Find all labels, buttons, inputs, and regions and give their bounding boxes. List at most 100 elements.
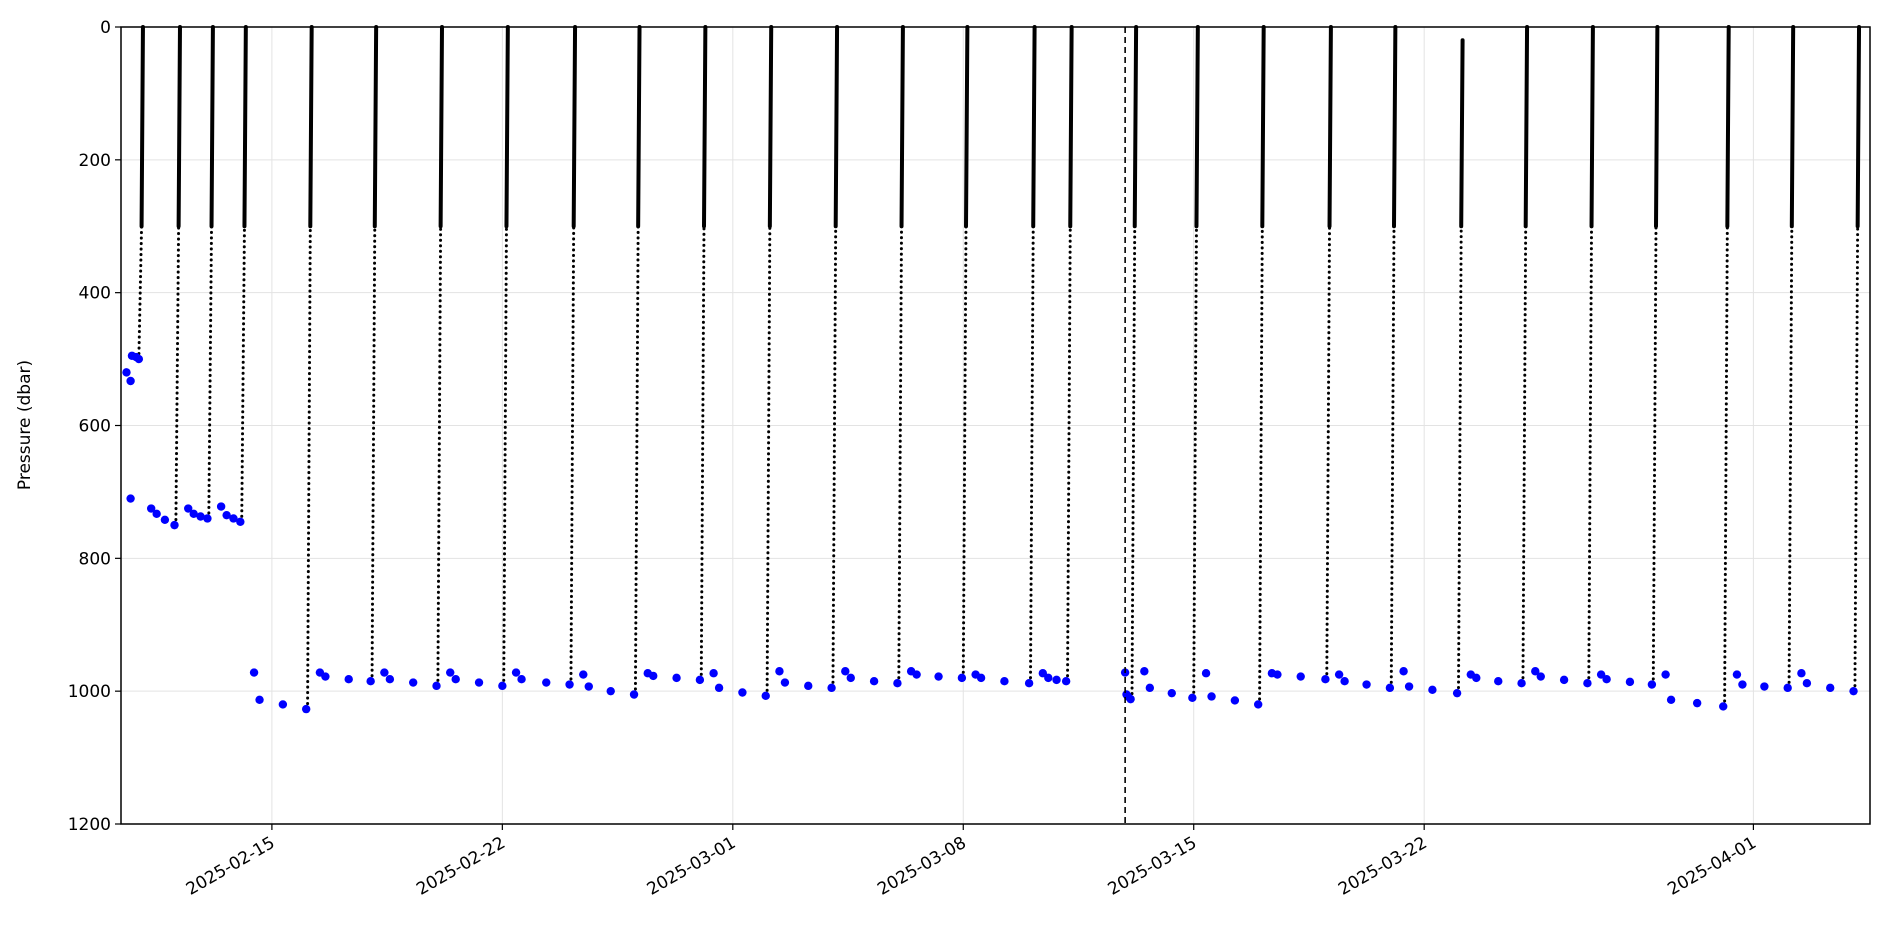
profile-segment (502, 224, 508, 688)
park-point (474, 678, 484, 687)
profile-segment (1855, 25, 1862, 229)
park-point (761, 691, 770, 701)
park-point (869, 677, 879, 686)
park-point (1052, 675, 1061, 685)
park-point (672, 673, 681, 683)
park-point (893, 678, 902, 688)
x-tick-label: 2025-03-15 (1105, 833, 1201, 900)
park-point (152, 509, 161, 519)
profile-segment (1327, 25, 1333, 229)
park-point (976, 673, 986, 683)
profile-segment (964, 25, 970, 229)
park-point (1126, 694, 1135, 704)
profile-segment (1194, 25, 1200, 229)
profile-segment (1723, 224, 1729, 708)
profile-segment (1587, 224, 1594, 685)
park-point (649, 671, 658, 681)
park-point (1230, 696, 1240, 705)
park-point (912, 670, 921, 679)
park-point (1044, 673, 1053, 683)
park-point (344, 675, 353, 684)
profile-segment (961, 224, 968, 680)
park-point (1253, 700, 1263, 709)
profile-segment (569, 224, 576, 687)
profile-segment (1787, 224, 1794, 690)
profile-segment (1853, 224, 1860, 693)
profile-segment (176, 25, 182, 229)
profile-segment (833, 25, 840, 229)
park-point (170, 520, 179, 530)
profile-segment (1589, 25, 1595, 229)
park-point (1559, 675, 1569, 685)
park-point (229, 514, 238, 523)
profile-segment (240, 224, 246, 524)
park-point (1797, 669, 1806, 678)
park-point (1625, 677, 1635, 687)
park-point (709, 669, 718, 678)
park-point (1826, 683, 1835, 693)
park-point (146, 504, 156, 513)
park-point (196, 512, 205, 521)
park-point (579, 670, 588, 679)
park-point (517, 675, 526, 684)
profile-segment (1028, 224, 1035, 685)
park-point (301, 704, 311, 714)
park-point (236, 517, 245, 527)
park-point (827, 683, 836, 693)
park-point (222, 510, 231, 520)
y-axis-label: Pressure (dbar) (15, 360, 35, 490)
park-point (565, 680, 574, 689)
park-point (1692, 698, 1702, 708)
profile-segment (137, 224, 144, 361)
profile-segment (702, 25, 708, 229)
profile-segment (1651, 224, 1658, 687)
park-point (714, 683, 724, 693)
park-point (1321, 675, 1330, 684)
park-point (1760, 682, 1769, 691)
profile-segment (636, 25, 642, 229)
profile-segment (1521, 224, 1528, 685)
y-tick-label: 800 (79, 549, 111, 569)
park-point (1583, 678, 1592, 688)
profile-segment (242, 25, 248, 229)
profile-segment (1389, 224, 1396, 690)
park-point (1661, 670, 1670, 679)
park-point (1783, 683, 1792, 693)
profile-segment (372, 25, 379, 229)
y-tick-label: 600 (79, 417, 111, 437)
profile-segment (1068, 25, 1074, 229)
park-point (1494, 677, 1503, 686)
profile-segment (699, 224, 706, 682)
park-point (1849, 686, 1858, 696)
profile-segment (1325, 224, 1332, 681)
park-point (1428, 685, 1437, 695)
park-point (1472, 673, 1481, 683)
y-tick-label: 0 (100, 18, 111, 38)
plot-area (122, 25, 1862, 714)
park-point (1404, 682, 1414, 691)
park-point (1340, 677, 1349, 686)
profile-segment (209, 25, 215, 229)
park-point (1024, 678, 1034, 688)
park-point (255, 695, 264, 705)
park-point (278, 700, 288, 709)
park-point (1038, 669, 1048, 678)
park-point (695, 675, 705, 685)
profile-segment (765, 224, 772, 698)
x-tick-label: 2025-02-15 (183, 833, 279, 900)
profile-segment (1789, 25, 1796, 229)
profile-segment (139, 25, 145, 229)
park-point (122, 368, 131, 377)
park-point (1666, 695, 1676, 705)
park-point (1452, 688, 1462, 698)
park-point (1273, 670, 1282, 679)
park-point (380, 668, 389, 677)
park-point (249, 668, 259, 677)
profile-segment (571, 25, 578, 229)
park-point (584, 682, 593, 691)
park-point (216, 502, 226, 511)
park-point (1140, 667, 1149, 676)
y-tick-label: 1200 (68, 815, 111, 835)
park-point (184, 504, 193, 513)
